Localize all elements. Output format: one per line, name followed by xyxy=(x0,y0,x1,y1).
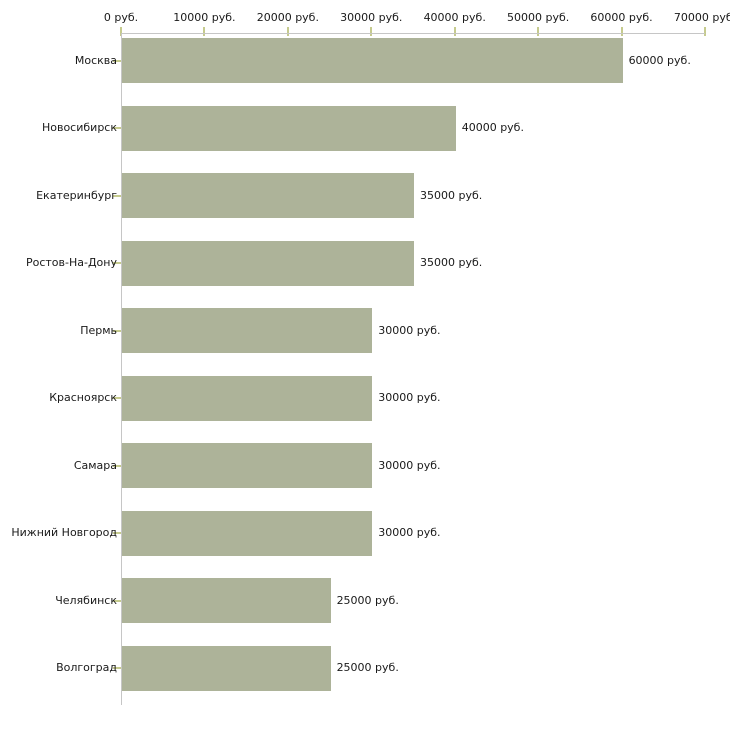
bar-value-label: 60000 руб. xyxy=(628,53,691,67)
bar-4 xyxy=(122,240,414,286)
bar-3 xyxy=(122,173,414,218)
bar-value-label: 35000 руб. xyxy=(420,256,483,269)
x-axis-tick-label: 10000 руб. xyxy=(173,11,236,24)
y-axis-tick xyxy=(113,59,121,62)
bar-9 xyxy=(122,578,331,623)
x-axis-tick xyxy=(203,27,206,36)
bar-value-label: 30000 руб. xyxy=(378,458,441,472)
category-label: Екатеринбург xyxy=(36,188,117,202)
category-label: Челябинск xyxy=(55,593,117,607)
x-axis-tick-label: 30000 руб. xyxy=(340,11,403,24)
x-axis-tick-label: 40000 руб. xyxy=(423,11,486,24)
y-axis-line xyxy=(121,33,122,705)
y-axis-tick xyxy=(113,262,121,264)
bar-value-label: 35000 руб. xyxy=(420,188,483,202)
x-axis-tick-label: 70000 руб. xyxy=(673,11,730,24)
x-axis-tick-label: 60000 руб. xyxy=(590,11,653,24)
x-axis-tick xyxy=(620,27,623,36)
x-axis-tick xyxy=(704,27,706,36)
y-axis-tick xyxy=(113,667,121,669)
bar-value-label: 30000 руб. xyxy=(378,391,441,404)
bar-value-label: 25000 руб. xyxy=(336,593,399,607)
bar-8 xyxy=(122,510,373,556)
y-axis-tick xyxy=(113,329,121,332)
x-axis-tick xyxy=(286,27,289,36)
y-axis-tick xyxy=(113,397,121,399)
x-axis-tick-label: 0 руб. xyxy=(103,11,139,24)
bar-7 xyxy=(122,443,373,488)
x-axis-tick xyxy=(120,27,122,36)
bar-1 xyxy=(122,38,623,83)
bar-value-label: 30000 руб. xyxy=(378,526,441,539)
category-label: Нижний Новгород xyxy=(11,526,117,539)
x-axis-tick-label: 20000 руб. xyxy=(256,11,319,24)
x-axis-tick xyxy=(370,27,373,36)
y-axis-tick xyxy=(113,194,121,197)
category-label: Новосибирск xyxy=(41,121,117,134)
x-axis-tick xyxy=(453,27,456,36)
bar-10 xyxy=(122,645,331,691)
category-label: Волгоград xyxy=(56,661,117,674)
category-label: Красноярск xyxy=(49,391,117,404)
category-label: Ростов-На-Дону xyxy=(25,256,117,269)
category-label: Самара xyxy=(73,458,117,472)
bar-2 xyxy=(122,105,456,151)
bar-value-label: 25000 руб. xyxy=(336,661,399,674)
bar-5 xyxy=(122,308,373,353)
y-axis-tick xyxy=(113,532,121,534)
x-axis-tick-label: 50000 руб. xyxy=(507,11,570,24)
bar-6 xyxy=(122,375,373,421)
x-axis-line xyxy=(121,33,705,34)
category-label: Пермь xyxy=(80,323,117,337)
y-axis-tick xyxy=(113,599,121,602)
y-axis-tick xyxy=(113,464,121,467)
category-label: Москва xyxy=(74,53,117,67)
x-axis-tick xyxy=(537,27,540,36)
bar-value-label: 40000 руб. xyxy=(461,121,524,134)
y-axis-tick xyxy=(113,127,121,129)
bar-value-label: 30000 руб. xyxy=(378,323,441,337)
